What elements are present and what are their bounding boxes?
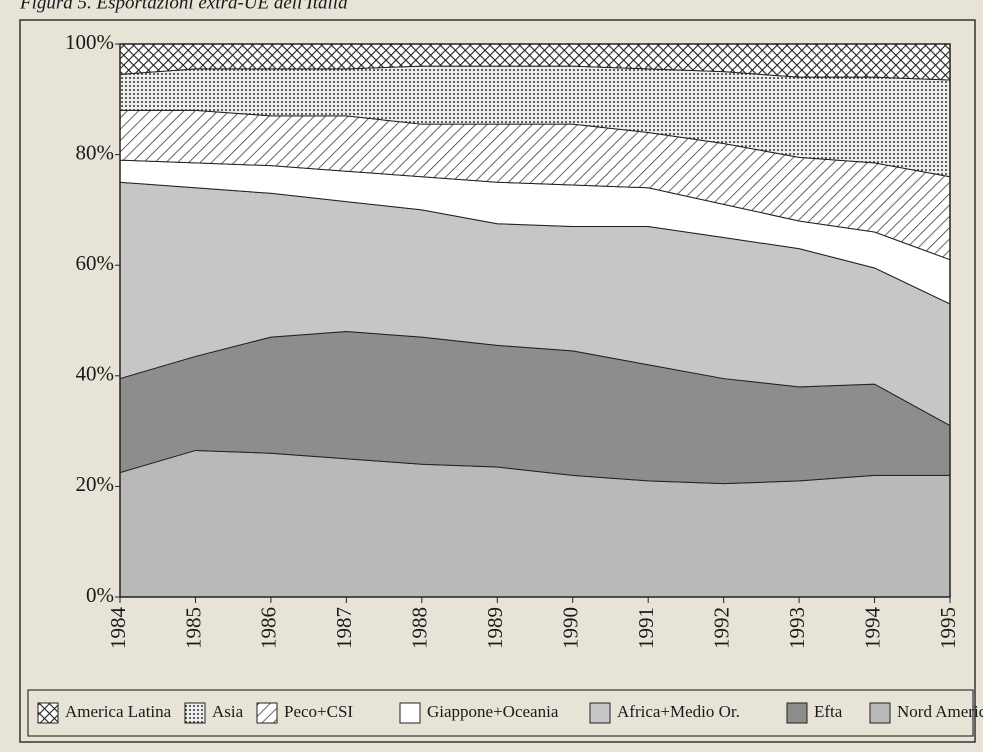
chart-title: Figura 5. Esportazioni extra-UE dell'Ita… bbox=[19, 0, 348, 13]
x-tick-label: 1992 bbox=[709, 607, 733, 649]
legend-swatch bbox=[37, 702, 59, 724]
legend-swatch bbox=[869, 702, 891, 724]
x-tick-label: 1995 bbox=[936, 607, 960, 649]
legend-label: Giappone+Oceania bbox=[427, 702, 559, 721]
y-tick-label: 40% bbox=[76, 362, 115, 386]
plot-border bbox=[119, 43, 951, 598]
legend-label: Asia bbox=[212, 702, 244, 721]
x-tick-label: 1988 bbox=[408, 607, 432, 649]
legend-swatch bbox=[184, 702, 206, 724]
x-tick-label: 1985 bbox=[181, 607, 205, 649]
legend-swatch bbox=[589, 702, 611, 724]
legend-label: Efta bbox=[814, 702, 843, 721]
legend-swatch bbox=[399, 702, 421, 724]
x-tick-label: 1991 bbox=[634, 607, 658, 649]
y-tick-label: 60% bbox=[76, 251, 115, 275]
x-tick-label: 1989 bbox=[483, 607, 507, 649]
legend-box bbox=[27, 689, 974, 737]
y-tick-label: 100% bbox=[65, 30, 114, 54]
legend-swatch bbox=[786, 702, 808, 724]
legend-label: Nord America bbox=[897, 702, 983, 721]
y-tick-label: 0% bbox=[86, 583, 114, 607]
legend-swatch bbox=[256, 702, 278, 724]
y-tick-label: 80% bbox=[76, 140, 115, 164]
frame bbox=[19, 19, 976, 743]
x-tick-label: 1987 bbox=[332, 607, 356, 649]
y-tick-label: 20% bbox=[76, 472, 115, 496]
x-tick-label: 1993 bbox=[785, 607, 809, 649]
x-tick-label: 1994 bbox=[860, 607, 884, 650]
x-tick-label: 1984 bbox=[106, 607, 130, 650]
legend-label: America Latina bbox=[65, 702, 172, 721]
legend-label: Africa+Medio Or. bbox=[617, 702, 740, 721]
legend-label: Peco+CSI bbox=[284, 702, 353, 721]
x-tick-label: 1990 bbox=[559, 607, 583, 649]
x-tick-label: 1986 bbox=[257, 607, 281, 649]
